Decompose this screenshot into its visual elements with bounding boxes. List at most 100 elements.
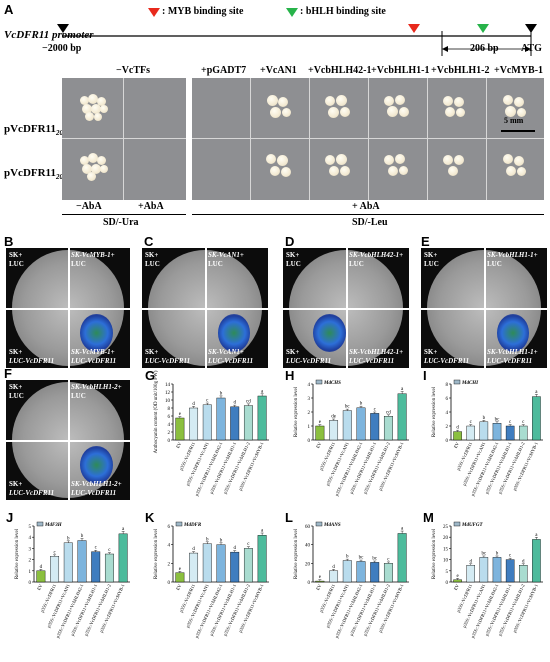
leaf-label-line: LUC (145, 260, 160, 268)
bar (532, 539, 541, 583)
y-tick-label: 10 (165, 399, 171, 404)
y-tick-label: 3 (308, 397, 311, 402)
y-tick-label: 14 (165, 383, 171, 388)
panel-letter-d: D (285, 234, 295, 249)
scale-bar-label: 5 mm (504, 116, 524, 125)
myb-site-icon (408, 24, 420, 33)
leaf-label-line: SK+ (9, 251, 23, 259)
luminescence-signal (496, 314, 530, 353)
y-tick-label: 0 (168, 439, 171, 444)
panel-letter-f: F (4, 366, 12, 381)
significance-letter: c (206, 399, 209, 404)
bar-chart-svg: J 0 1 2 3 4 5 Relative expression level MdF3H d EV… (6, 510, 130, 639)
leaf-label-tl: SK+ LUC (424, 251, 439, 269)
significance-letter: b (81, 534, 84, 539)
leaf-label-line: SK-VcbHLH1-2+ (71, 480, 122, 488)
legend-label: MdCHS (323, 381, 341, 386)
leaf-label-line: SK+ (424, 251, 438, 259)
y-tick-label: 20 (305, 562, 311, 567)
col-header-vcbhlh1-1: +VcbHLH1-1 (371, 65, 430, 76)
y-tick-label: 15 (443, 547, 449, 552)
panel-letter-b: B (4, 234, 14, 249)
leaf-image: SK+ LUC SK-VcbHLH1-1+ LUC SK+ LUC-VcDFR11 SK-V… (421, 248, 547, 368)
y-tick-label: 4 (446, 411, 449, 416)
bar (63, 542, 73, 583)
scale-bar (501, 130, 535, 132)
leaf-label-line: SK+ (9, 480, 23, 488)
y-axis-label: Relative expression level (432, 386, 437, 437)
significance-letter: e (319, 575, 322, 580)
bar (77, 540, 87, 583)
y-tick-label: 10 (443, 559, 449, 564)
leaf-label-line: LUC-VcDFR11 (9, 489, 55, 497)
bar (329, 570, 339, 583)
y-tick-label: 2 (168, 431, 171, 436)
y-tick-label: 25 (443, 525, 449, 530)
bar (342, 410, 352, 441)
significance-letter: d (332, 565, 335, 570)
bar (243, 548, 253, 583)
leaf-label-line: SK-VcbHLH1-2+ (71, 383, 122, 391)
aba-plus-right-label: + AbA (352, 201, 380, 212)
luminescence-signal (313, 314, 346, 353)
legend-swatch (315, 379, 323, 385)
leaf-label-bl: SK+ LUC-VcDFR11 (9, 348, 54, 366)
bar (175, 572, 185, 583)
leaf-label-line: SK+ (286, 251, 300, 259)
leaf-label-line: LUC (71, 260, 86, 268)
bar (356, 561, 366, 583)
chart-m: M 0 5 10 15 20 25 Relative expression level MdUF… (421, 508, 549, 657)
legend-swatch (175, 521, 183, 527)
bhlh-triangle-icon (286, 8, 298, 17)
bar-chart-svg: G 0 2 4 6 8 10 12 14 Anthocyanin content (OD unit… (145, 368, 269, 497)
leaf-label-br: SK-VcbHLH42-1+ LUC-VcDFR11 (349, 348, 403, 366)
bar (118, 533, 128, 583)
col-header-vcbhlh1-2: +VcbHLH1-2 (431, 65, 490, 76)
atg-marker-icon (525, 24, 537, 33)
leaf-label-bl: SK+ LUC-VcDFR11 (286, 348, 331, 366)
legend-label: MdANS (323, 523, 341, 528)
leaf-label-tr: SK-VcAN1+ LUC (208, 251, 244, 269)
bar (216, 397, 226, 441)
significance-letter: a (122, 527, 125, 532)
bhlh-site-icon (477, 24, 489, 33)
significance-letter: c (509, 554, 512, 559)
leaf-label-line: LUC (487, 260, 502, 268)
significance-letter: a (261, 389, 264, 394)
x-category-label: p35S::VcDFR11+VcMYB-1 (378, 583, 405, 634)
bar (397, 393, 407, 441)
bar (453, 579, 462, 583)
significance-letter: c (374, 408, 377, 413)
bar (230, 406, 240, 441)
significance-letter: bc (495, 417, 501, 422)
chart-i: I 0 2 4 6 8 Relative expression level MdCHI d EV c… (421, 366, 549, 512)
chart-h: H 0 1 2 3 4 Relative expression level MdCHS e EV d… (283, 366, 415, 512)
legend-swatch (453, 521, 461, 527)
y-tick-label: 6 (168, 415, 171, 420)
y-tick-label: 40 (305, 544, 311, 549)
panel-letter-a: A (4, 2, 14, 17)
x-category-label: EV (175, 441, 182, 449)
leaf-label-line: SK-VcbHLH42-1+ (349, 348, 404, 356)
significance-letter: b (483, 416, 486, 421)
y-tick-label: 4 (168, 544, 171, 549)
x-category-label: EV (315, 441, 322, 449)
bar (216, 544, 226, 583)
bar (202, 543, 212, 583)
bar (91, 551, 101, 583)
legend-bhlh-text: : bHLH binding site (300, 6, 386, 17)
legend-label: MdDFR (183, 523, 202, 528)
leaf-label-line: LUC-VcDFR11 (71, 489, 117, 497)
bar (492, 557, 502, 583)
y-axis-label: Relative expression level (15, 528, 20, 579)
leaf-label-br: SK-VcMYB-1+ LUC-VcDFR11 (71, 348, 116, 366)
y-tick-label: 6 (168, 525, 171, 530)
panel-letter-j: J (6, 510, 13, 525)
x-category-label: EV (453, 441, 460, 449)
x-category-label: p35S::VcDFR11+VcMYB-1 (512, 441, 539, 492)
bar (519, 425, 528, 441)
legend-swatch (453, 379, 461, 385)
y-tick-label: 4 (308, 383, 311, 388)
significance-letter: c (509, 420, 512, 425)
significance-letter: d (233, 546, 236, 551)
